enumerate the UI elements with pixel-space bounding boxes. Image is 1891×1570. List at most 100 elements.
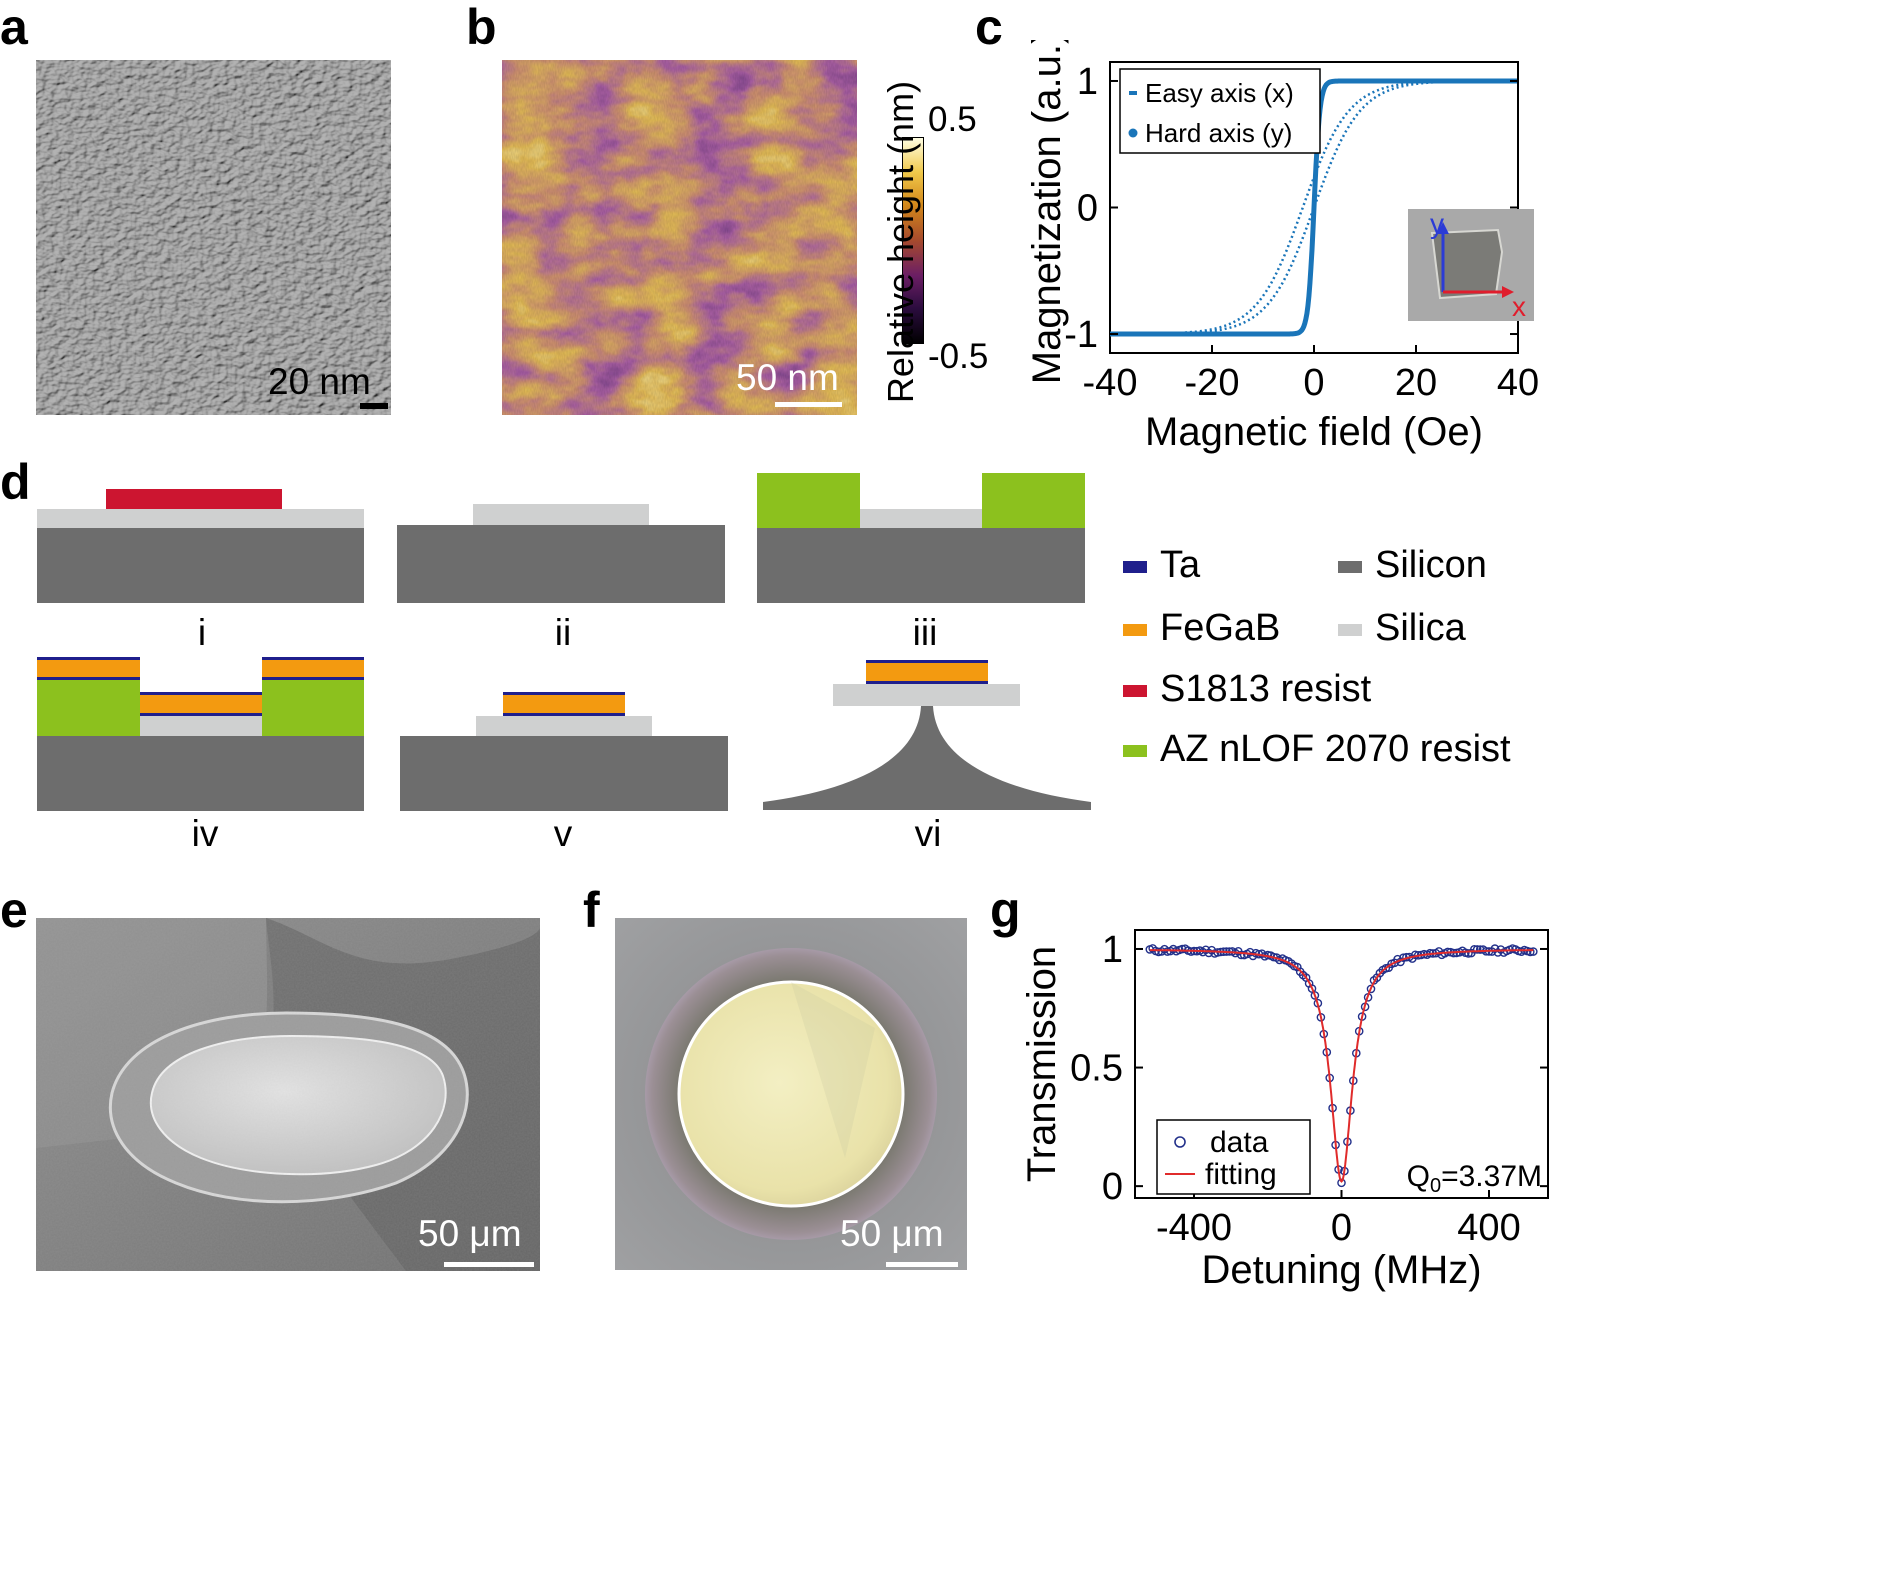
silica-layer <box>37 509 364 528</box>
data-point <box>1472 945 1482 954</box>
legend-label-data: data <box>1210 1126 1269 1159</box>
step-vi <box>763 660 1091 810</box>
scalebar-f-bar <box>886 1262 958 1267</box>
x-tick-label-g: 400 <box>1457 1207 1520 1249</box>
legend-label-fitting: fitting <box>1205 1158 1277 1191</box>
optical-image-f <box>615 918 967 1270</box>
inset-sample <box>1430 228 1504 300</box>
scalebar-f-label: 50 μm <box>840 1213 944 1254</box>
disk-top <box>677 980 905 1208</box>
legend-box-c <box>1119 68 1321 154</box>
data-point <box>1307 984 1317 993</box>
aznlof-resist-left <box>757 473 860 528</box>
data-point <box>1528 947 1538 956</box>
y-tick-label-c: 1 <box>1077 61 1098 103</box>
legend-swatch-s1813 <box>1123 685 1147 697</box>
x-tick-label-c: -20 <box>1185 362 1240 404</box>
scalebar-b-label: 50 nm <box>736 357 839 398</box>
annotation-q0: Q0=3.37M <box>1407 1160 1542 1197</box>
step-v <box>400 692 728 811</box>
panel-label-c: c <box>975 0 1003 55</box>
data-point <box>1525 947 1535 957</box>
legend-label-silica: Silica <box>1375 607 1466 649</box>
sem-image-e <box>36 918 540 1271</box>
silicon-layer <box>757 528 1085 603</box>
legend-label-ta: Ta <box>1160 544 1201 586</box>
inset-y-arrowhead <box>1437 222 1449 234</box>
step-iii <box>757 473 1085 603</box>
sem-image-a <box>36 60 391 415</box>
silica-disk <box>833 684 1020 706</box>
legend-swatch-silicon <box>1338 561 1362 573</box>
step-label-iii: iii <box>912 612 938 653</box>
step-iv <box>37 657 364 811</box>
y-tick-label-c: -1 <box>1064 314 1098 356</box>
silica-disk <box>833 509 1009 528</box>
aznlof-resist-right <box>982 473 1085 528</box>
legend-label-silicon: Silicon <box>1375 544 1487 586</box>
data-point <box>1310 991 1320 1000</box>
colorbar-max: 0.5 <box>928 100 977 139</box>
x-axis-label-g: Detuning (MHz) <box>1201 1248 1481 1292</box>
silica-disk <box>113 716 289 736</box>
scalebar-b-bar <box>775 402 842 407</box>
data-point <box>1469 945 1479 954</box>
x-axis-label-c: Magnetic field (Oe) <box>1145 410 1483 454</box>
step-label-ii: ii <box>554 612 572 653</box>
chart-c: -40 -20 0 20 40 -1 0 1 Magnetic field (Oe) Magnet… <box>1030 40 1539 454</box>
y-axis-label-c: Magnetization (a.u.) <box>1030 40 1069 384</box>
x-tick-label-g: 0 <box>1331 1207 1352 1249</box>
scalebar-e-bar <box>444 1262 534 1267</box>
scalebar-a-label: 20 nm <box>268 361 371 402</box>
y-tick-label-g: 0 <box>1102 1166 1123 1208</box>
inset-y-label: y <box>1430 208 1444 239</box>
legend-label-easy: Easy axis (x) <box>1145 78 1294 108</box>
legend-c: Easy axis (x) Hard axis (y) <box>1119 68 1321 154</box>
data-point <box>1366 984 1376 994</box>
scalebar-a-bar <box>360 403 388 409</box>
colorbar-label: Relative height (nm) <box>880 80 921 404</box>
silica-disk <box>476 716 652 736</box>
inset-x-arrowhead <box>1502 286 1514 298</box>
legend-swatch-fegab <box>1123 624 1147 636</box>
panel-label-e: e <box>0 882 28 938</box>
colorbar-b <box>902 137 924 344</box>
panel-label-g: g <box>990 882 1021 938</box>
step-label-vi: vi <box>914 813 942 854</box>
afm-map-b <box>502 60 857 415</box>
silicon-pillar <box>763 706 1091 810</box>
aznlof-resist-left <box>37 680 140 736</box>
legend-swatch-silica <box>1338 624 1362 636</box>
y-axis-label-g: Transmission <box>1020 946 1064 1182</box>
data-point <box>1475 945 1485 954</box>
series-data <box>1145 944 1538 1188</box>
y-tick-label-g: 0.5 <box>1070 1048 1123 1090</box>
series-fitting <box>1149 949 1534 1183</box>
legend-label-fegab: FeGaB <box>1160 607 1281 649</box>
aznlof-resist-right <box>262 680 364 736</box>
colorbar-min: -0.5 <box>928 337 989 376</box>
process-diagram-d <box>37 473 1091 811</box>
step-label-i: i <box>197 612 207 653</box>
panel-label-d: d <box>0 454 31 510</box>
legend-marker-hard <box>1128 128 1138 138</box>
silicon-layer <box>37 528 364 603</box>
inset-x-label: x <box>1512 291 1526 322</box>
step-i <box>37 489 364 603</box>
x-tick-label-c: 20 <box>1395 362 1437 404</box>
legend-label-hard: Hard axis (y) <box>1145 118 1292 148</box>
legend-box-g <box>1156 1119 1311 1195</box>
panel-label-f: f <box>583 882 600 938</box>
panel-label-b: b <box>466 0 497 55</box>
silicon-layer <box>37 736 364 811</box>
step-label-iv: iv <box>191 813 219 854</box>
x-tick-label-c: 40 <box>1497 362 1539 404</box>
x-tick-label-g: -400 <box>1156 1207 1232 1249</box>
panel-label-a: a <box>0 0 28 55</box>
legend-swatch-aznlof <box>1123 745 1147 757</box>
data-point <box>1337 1178 1346 1188</box>
x-tick-label-c: -40 <box>1083 362 1138 404</box>
data-point <box>1464 949 1473 958</box>
